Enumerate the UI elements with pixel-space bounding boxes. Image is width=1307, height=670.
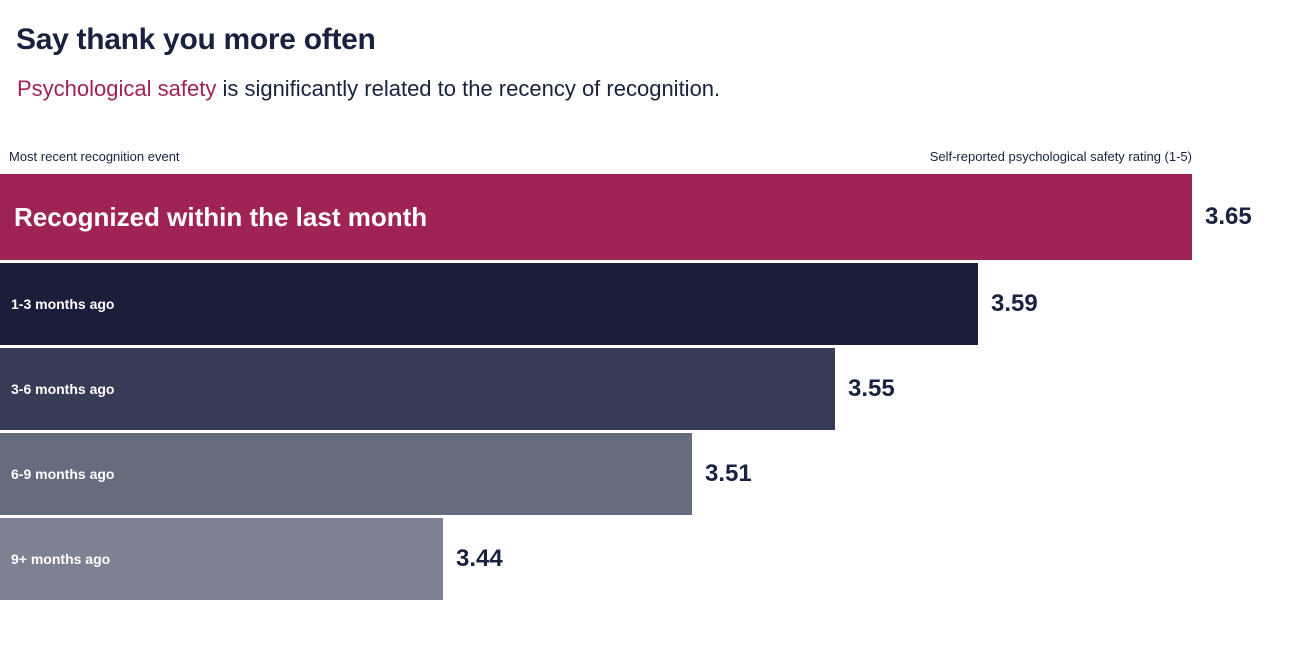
bar-value: 3.65 bbox=[1205, 203, 1252, 230]
bar-label: 6-9 months ago bbox=[11, 466, 115, 482]
bar: 6-9 months ago bbox=[0, 433, 692, 515]
bar: 9+ months ago bbox=[0, 518, 443, 600]
axis-headers: Most recent recognition event Self-repor… bbox=[9, 149, 1192, 164]
bar-chart: Recognized within the last month 3.65 1-… bbox=[0, 174, 1307, 603]
bar-value: 3.44 bbox=[456, 545, 503, 572]
page-subtitle: Psychological safety is significantly re… bbox=[17, 76, 720, 102]
bar-value: 3.59 bbox=[991, 290, 1038, 317]
bar: Recognized within the last month bbox=[0, 174, 1192, 260]
bar-label: 3-6 months ago bbox=[11, 381, 115, 397]
left-axis-header: Most recent recognition event bbox=[9, 149, 180, 164]
bar: 3-6 months ago bbox=[0, 348, 835, 430]
bar-row: Recognized within the last month 3.65 bbox=[0, 174, 1307, 260]
bar-row: 9+ months ago 3.44 bbox=[0, 518, 1307, 600]
bar-row: 3-6 months ago 3.55 bbox=[0, 348, 1307, 430]
bar-row: 1-3 months ago 3.59 bbox=[0, 263, 1307, 345]
bar-label: 1-3 months ago bbox=[11, 296, 115, 312]
subtitle-rest: is significantly related to the recency … bbox=[216, 76, 721, 101]
bar-value: 3.51 bbox=[705, 460, 752, 487]
bar-row: 6-9 months ago 3.51 bbox=[0, 433, 1307, 515]
bar-label: Recognized within the last month bbox=[14, 201, 428, 232]
bar: 1-3 months ago bbox=[0, 263, 978, 345]
subtitle-highlight: Psychological safety bbox=[17, 76, 217, 101]
page-title: Say thank you more often bbox=[16, 23, 376, 57]
bar-label: 9+ months ago bbox=[11, 551, 111, 567]
right-axis-header: Self-reported psychological safety ratin… bbox=[929, 149, 1192, 164]
bar-value: 3.55 bbox=[848, 375, 895, 402]
